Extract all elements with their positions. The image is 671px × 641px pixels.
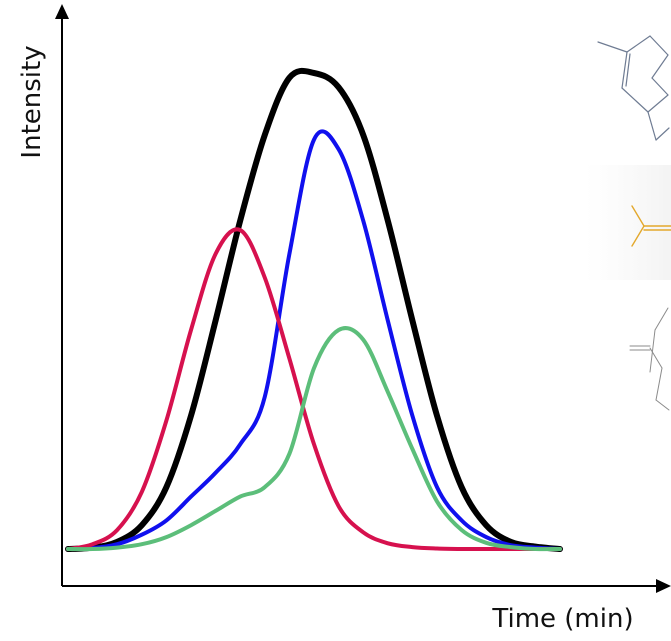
molecule-bottom xyxy=(629,307,670,411)
series-layer xyxy=(65,67,563,552)
x-axis-label: Time (min) xyxy=(491,604,633,634)
series-line-4 xyxy=(66,326,562,552)
y-axis-arrow-icon xyxy=(55,4,69,19)
y-axis-label: Intensity xyxy=(17,45,47,158)
molecule-middle xyxy=(631,205,671,247)
series-line-3 xyxy=(66,227,562,552)
axes xyxy=(55,4,671,593)
molecule-decor xyxy=(585,35,671,411)
series-line-1 xyxy=(65,67,563,552)
series-line-2 xyxy=(66,129,562,551)
molecule-top xyxy=(597,35,670,141)
x-axis-arrow-icon xyxy=(656,579,671,593)
molecule-highlight xyxy=(585,165,671,280)
